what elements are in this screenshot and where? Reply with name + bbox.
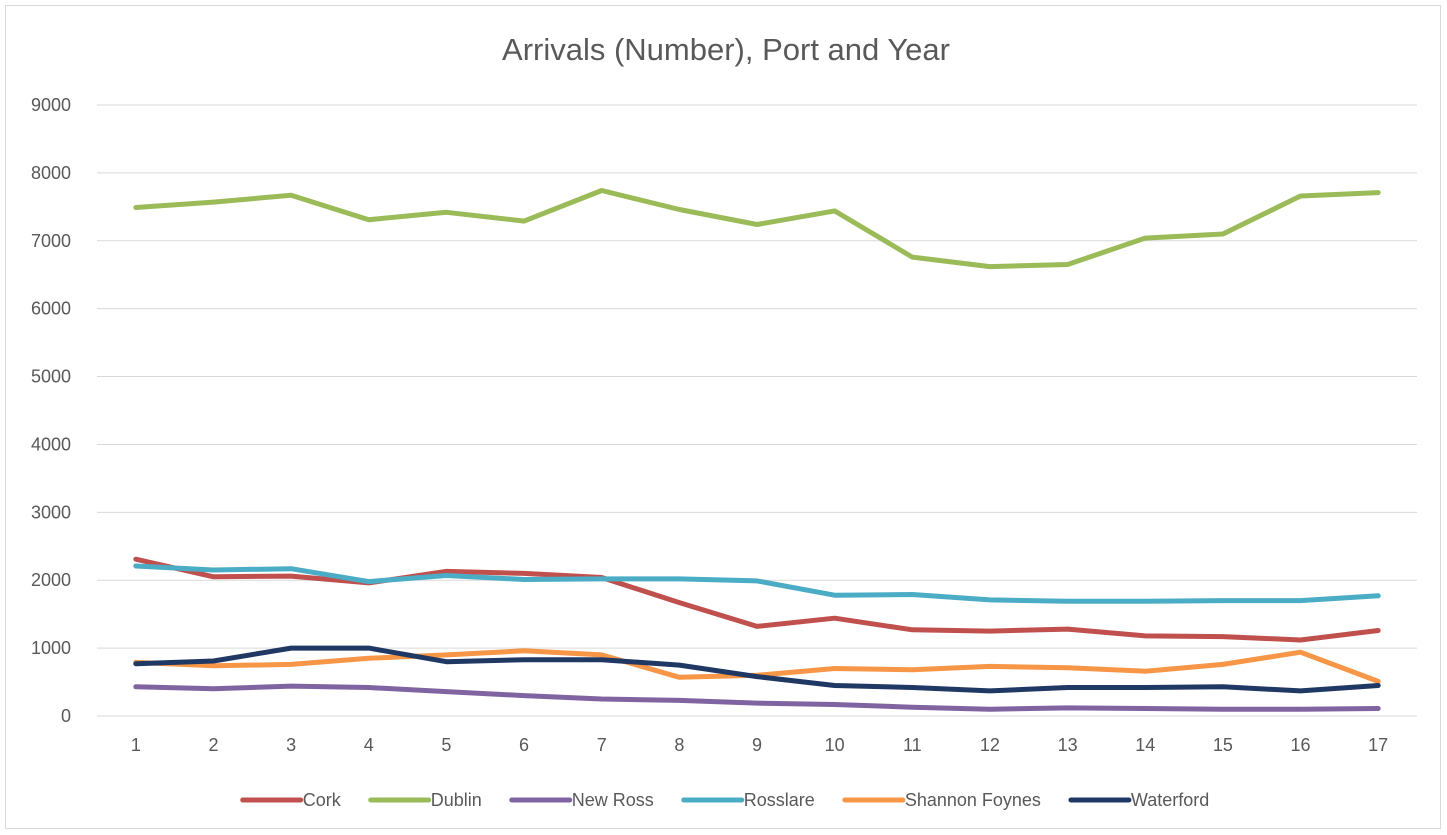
x-tick-label: 7	[597, 735, 607, 755]
x-tick-label: 15	[1213, 735, 1233, 755]
y-tick-label: 1000	[31, 638, 71, 658]
legend-label: Waterford	[1131, 790, 1209, 810]
x-tick-label: 2	[208, 735, 218, 755]
legend-item: Shannon Foynes	[842, 790, 1041, 810]
x-tick-label: 1	[131, 735, 141, 755]
legend-item: Cork	[240, 790, 342, 810]
legend-label: Shannon Foynes	[905, 790, 1041, 810]
legend-item: Dublin	[368, 790, 482, 810]
chart-title: Arrivals (Number), Port and Year	[502, 32, 950, 67]
x-tick-label: 12	[980, 735, 1000, 755]
y-tick-label: 5000	[31, 367, 71, 387]
y-tick-label: 8000	[31, 163, 71, 183]
series-line-rosslare	[133, 563, 1381, 604]
series-line-dublin	[133, 188, 1381, 270]
y-tick-label: 4000	[31, 434, 71, 454]
series-lines	[133, 188, 1381, 712]
y-tick-label: 0	[61, 706, 71, 726]
x-tick-label: 14	[1135, 735, 1155, 755]
x-tick-label: 11	[903, 735, 922, 755]
y-axis: 0 1000 2000 3000 4000 5000 6000 7000 8000 9000	[31, 95, 71, 726]
legend-label: Cork	[303, 790, 342, 810]
legend-item: Rosslare	[681, 790, 815, 810]
x-tick-label: 16	[1291, 735, 1311, 755]
series-line-cork	[133, 556, 1381, 643]
x-tick-label: 8	[674, 735, 684, 755]
x-tick-label: 4	[364, 735, 374, 755]
x-tick-label: 9	[752, 735, 762, 755]
x-tick-label: 17	[1368, 735, 1388, 755]
x-tick-label: 3	[286, 735, 296, 755]
y-tick-label: 7000	[31, 231, 71, 251]
y-tick-label: 6000	[31, 299, 71, 319]
y-tick-label: 2000	[31, 570, 71, 590]
legend-item: Waterford	[1068, 790, 1209, 810]
x-tick-label: 10	[825, 735, 845, 755]
legend-label: Dublin	[431, 790, 482, 810]
x-tick-label: 5	[441, 735, 451, 755]
y-tick-label: 3000	[31, 502, 71, 522]
legend: Cork Dublin New Ross Rosslare Shannon Foynes…	[240, 790, 1209, 810]
legend-label: New Ross	[572, 790, 654, 810]
series-line-waterford	[133, 645, 1381, 694]
series-line-new-ross	[133, 683, 1381, 712]
chart-frame	[5, 5, 1441, 829]
x-tick-label: 13	[1058, 735, 1078, 755]
legend-label: Rosslare	[744, 790, 815, 810]
x-axis: 1 2 3 4 5 6 7 8 9 10 11 12 13 14 15 16 17	[131, 735, 1388, 755]
x-tick-label: 6	[519, 735, 529, 755]
y-tick-label: 9000	[31, 95, 71, 115]
legend-item: New Ross	[509, 790, 654, 810]
